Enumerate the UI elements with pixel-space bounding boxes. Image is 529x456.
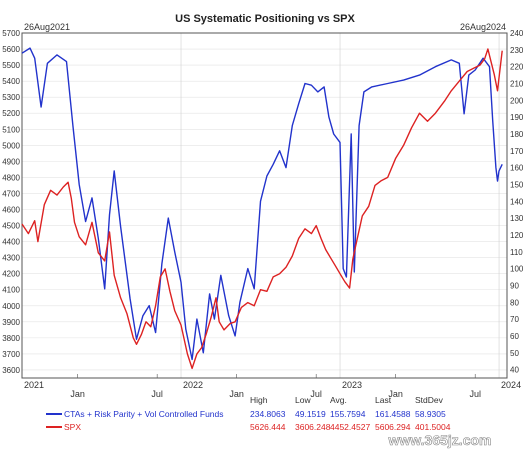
right-axis: 240 230 220 210 200 190 180 170 160 150 140 130 120 1…	[510, 29, 524, 375]
legend-label: CTAs + Risk Parity + Vol Controlled Fund…	[64, 409, 224, 419]
right-tick-label: 70	[510, 315, 519, 324]
legend-header: High	[250, 395, 268, 405]
right-tick-label: 120	[510, 231, 524, 240]
right-tick-label: 110	[510, 248, 523, 257]
x-axis-years: 2021 2022 2023 2024	[24, 380, 521, 390]
left-tick-label: 4400	[2, 238, 20, 247]
series-layer	[21, 47, 503, 370]
left-tick-label: 4800	[2, 173, 20, 182]
left-tick-label: 4600	[2, 206, 20, 215]
right-tick-label: 220	[510, 63, 524, 72]
month-label: Jan	[70, 389, 85, 399]
left-tick-label: 4100	[2, 286, 20, 295]
left-tick-label: 4700	[2, 189, 20, 198]
left-tick-label: 5500	[2, 61, 20, 70]
right-tick-label: 80	[510, 298, 519, 307]
month-label: Jan	[229, 389, 244, 399]
series-line-systematic-positioning	[21, 47, 503, 361]
plot-area	[21, 32, 508, 379]
right-tick-label: 50	[510, 349, 519, 358]
right-tick-label: 100	[510, 265, 524, 274]
right-tick-label: 210	[510, 79, 524, 88]
legend-value: 5626.444	[250, 422, 286, 432]
legend-header: Avg.	[330, 395, 347, 405]
watermark: www.365jz.com	[388, 432, 492, 448]
left-tick-label: 4300	[2, 254, 20, 263]
legend-value: 401.5004	[415, 422, 451, 432]
left-tick-label: 3900	[2, 318, 20, 327]
left-tick-label: 5700	[2, 29, 20, 38]
right-tick-label: 60	[510, 332, 519, 341]
left-tick-label: 5400	[2, 77, 20, 86]
right-tick-label: 140	[510, 197, 524, 206]
series-line-spx	[21, 48, 503, 370]
legend-header: Last	[375, 395, 392, 405]
month-label: Jan	[388, 389, 403, 399]
right-tick-label: 160	[510, 164, 524, 173]
date-left-label: 26Aug2021	[24, 22, 70, 32]
year-label: 2023	[342, 380, 362, 390]
left-tick-label: 3600	[2, 366, 20, 375]
legend-label: SPX	[64, 422, 81, 432]
left-tick-label: 5200	[2, 109, 20, 118]
legend-value: 49.1519	[295, 409, 326, 419]
chart-title: US Systematic Positioning vs SPX	[175, 13, 355, 25]
legend: High Low Avg. Last StdDev CTAs + Risk Parity …	[46, 395, 451, 432]
left-tick-label: 5600	[2, 45, 20, 54]
left-tick-label: 3700	[2, 350, 20, 359]
left-tick-label: 4200	[2, 270, 20, 279]
right-tick-label: 190	[510, 113, 524, 122]
left-tick-label: 3800	[2, 334, 20, 343]
right-tick-label: 90	[510, 281, 519, 290]
x-axis-months: Jan Jul Jan Jul Jan Jul	[70, 389, 481, 399]
left-tick-label: 5300	[2, 93, 20, 102]
right-tick-label: 240	[510, 29, 524, 38]
month-label: Jul	[310, 389, 322, 399]
legend-value: 234.8063	[250, 409, 286, 419]
left-tick-label: 4500	[2, 222, 20, 231]
legend-header: StdDev	[415, 395, 444, 405]
right-tick-label: 130	[510, 214, 524, 223]
left-axis: 5700 5600 5500 5400 5300 5200 5100 5000 4900 4800…	[2, 29, 20, 375]
legend-value: 5606.294	[375, 422, 411, 432]
year-label: 2022	[183, 380, 203, 390]
legend-value: 3606.248	[295, 422, 331, 432]
legend-value: 4452.4527	[330, 422, 370, 432]
left-tick-label: 5000	[2, 141, 20, 150]
legend-value: 155.7594	[330, 409, 366, 419]
right-tick-label: 170	[510, 147, 524, 156]
month-label: Jul	[469, 389, 481, 399]
right-tick-label: 180	[510, 130, 524, 139]
year-label: 2024	[501, 380, 521, 390]
right-tick-label: 40	[510, 366, 519, 375]
month-label: Jul	[151, 389, 163, 399]
right-tick-label: 230	[510, 46, 524, 55]
legend-value: 58.9305	[415, 409, 446, 419]
date-right-label: 26Aug2024	[460, 22, 506, 32]
right-tick-label: 200	[510, 96, 524, 105]
right-tick-label: 150	[510, 180, 524, 189]
year-label: 2021	[24, 380, 44, 390]
legend-value: 161.4588	[375, 409, 411, 419]
left-tick-label: 4900	[2, 157, 20, 166]
left-tick-label: 5100	[2, 125, 20, 134]
left-tick-label: 4000	[2, 302, 20, 311]
legend-header: Low	[295, 395, 311, 405]
